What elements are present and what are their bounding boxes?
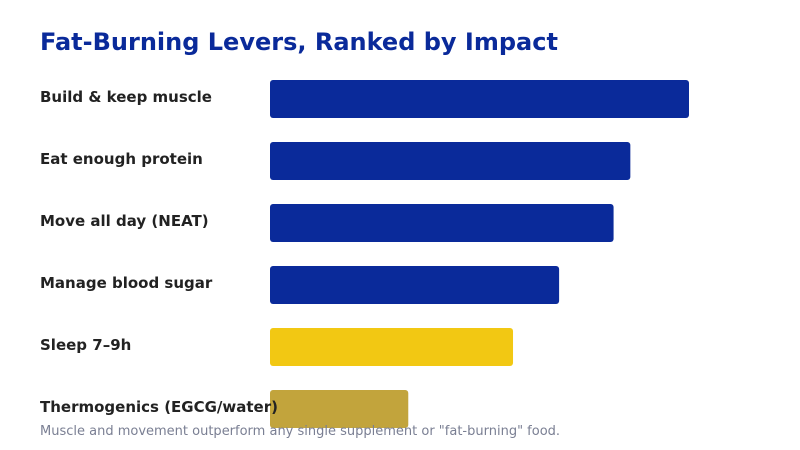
chart-footnote: Muscle and movement outperform any singl… [40, 424, 560, 439]
bar-sleep-7-9h [270, 328, 514, 366]
category-label-move-all-day-neat: Move all day (NEAT) [40, 212, 209, 230]
bar-eat-enough-protein [270, 142, 631, 180]
category-labels-group: Build & keep muscle Eat enough protein Mov… [40, 88, 278, 416]
category-label-sleep-7-9h: Sleep 7–9h [40, 336, 131, 354]
bar-move-all-day-neat [270, 204, 614, 242]
category-label-eat-enough-protein: Eat enough protein [40, 150, 203, 168]
chart-title: Fat-Burning Levers, Ranked by Impact [40, 28, 558, 56]
category-label-thermogenics-egcg-water: Thermogenics (EGCG/water) [40, 398, 278, 416]
category-label-build-keep-muscle: Build & keep muscle [40, 88, 212, 106]
category-label-manage-blood-sugar: Manage blood sugar [40, 274, 213, 292]
bar-build-keep-muscle [270, 80, 689, 118]
bars-group [270, 80, 689, 428]
bar-thermogenics-egcg-water [270, 390, 409, 428]
bar-manage-blood-sugar [270, 266, 560, 304]
